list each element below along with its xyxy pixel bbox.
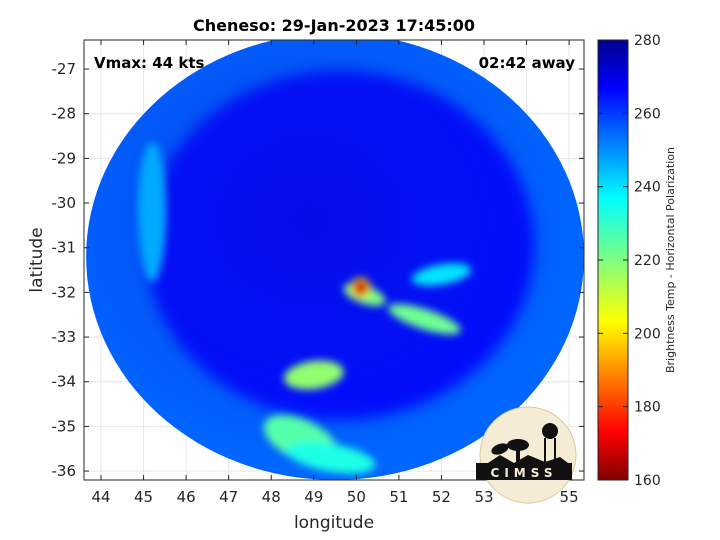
logo-text: CIMSS: [491, 466, 558, 480]
axes-box: [83, 39, 585, 481]
x-tick-label: 51: [389, 488, 408, 506]
swath-image: [86, 40, 584, 480]
y-tick-label: -33: [52, 328, 77, 346]
colorbar-tick-label: 220: [634, 253, 661, 269]
swath-shade: [86, 40, 584, 480]
colorbar-tick-label: 280: [634, 33, 661, 49]
x-tick-label: 49: [304, 488, 323, 506]
x-axis-label: longitude: [294, 513, 374, 533]
colorbar-tick-label: 160: [634, 473, 661, 489]
y-tick-label: -31: [52, 239, 77, 257]
time-away-annotation: 02:42 away: [479, 54, 576, 72]
colorbar-tick-label: 260: [634, 106, 661, 122]
x-tick-label: 47: [219, 488, 238, 506]
colorbar-tick-label: 240: [634, 180, 661, 196]
cimss-logo: CIMSS: [476, 406, 577, 504]
y-tick-label: -32: [52, 283, 77, 301]
x-tick-label: 53: [474, 488, 493, 506]
feature-west-arc: [138, 141, 167, 282]
vmax-annotation: Vmax: 44 kts: [94, 54, 204, 72]
y-axis-label: latitude: [27, 227, 47, 292]
colorbar-ticks: 160 180 200 220 240 260 280: [598, 33, 661, 489]
y-tick-label: -36: [52, 462, 77, 480]
y-tick-label: -28: [52, 105, 77, 123]
x-tick-label: 44: [91, 488, 110, 506]
feature-band-south: [284, 360, 344, 390]
x-tick-label: 46: [177, 488, 196, 506]
x-tick-label: 52: [432, 488, 451, 506]
y-tick-label: -29: [52, 149, 77, 167]
colorbar-tick-label: 200: [634, 326, 661, 342]
colorbar-label: Brightness Temp - Horizontal Polarizatio…: [664, 147, 677, 373]
y-tick-label: -30: [52, 194, 77, 212]
x-tick-label: 50: [347, 488, 366, 506]
y-tick-label: -35: [52, 417, 77, 435]
feature-band-south-lower: [286, 441, 376, 474]
feature-band-east-faint: [411, 263, 472, 286]
feature-eye-core: [352, 279, 369, 296]
feature-band-east: [388, 304, 461, 335]
x-tick-label: 55: [560, 488, 579, 506]
x-tick-label: 45: [134, 488, 153, 506]
chart-title: Cheneso: 29-Jan-2023 17:45:00: [193, 16, 475, 35]
y-tick-label: -27: [52, 60, 77, 78]
colorbar-tick-label: 180: [634, 400, 661, 416]
x-tick-label: 48: [262, 488, 281, 506]
y-tick-label: -34: [52, 373, 77, 391]
